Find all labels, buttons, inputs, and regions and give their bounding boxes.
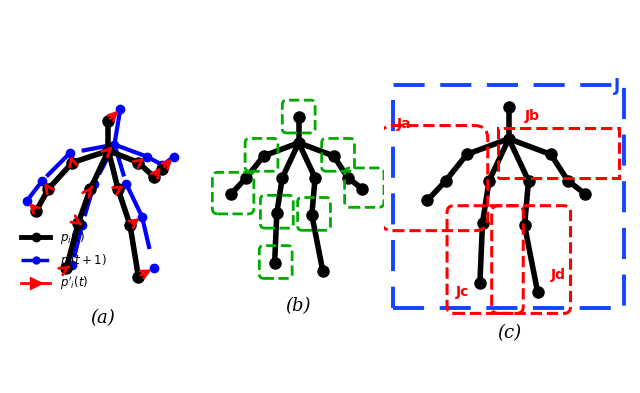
- Text: J: J: [614, 77, 620, 95]
- Text: Jb: Jb: [525, 109, 540, 123]
- Text: (c): (c): [497, 324, 521, 342]
- Text: Jd: Jd: [551, 268, 566, 282]
- Text: Jc: Jc: [456, 285, 470, 299]
- Text: (b): (b): [285, 297, 310, 315]
- Text: Ja: Ja: [397, 117, 412, 131]
- Legend: $p_i(t)$, $p_i(t+1)$, $p'_i(t)$: $p_i(t)$, $p_i(t+1)$, $p'_i(t)$: [16, 224, 111, 297]
- Text: (a): (a): [90, 309, 115, 327]
